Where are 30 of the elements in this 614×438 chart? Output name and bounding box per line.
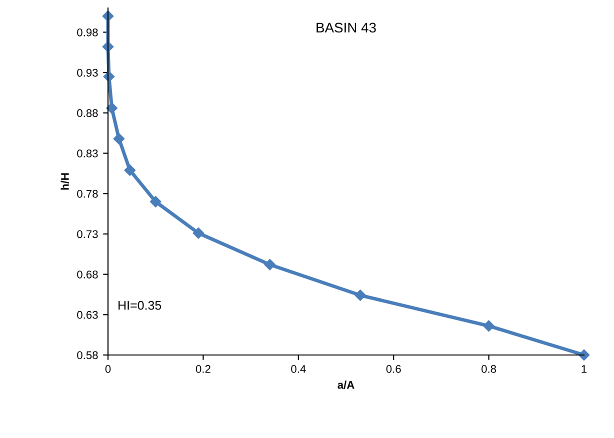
y-tick-label: 0.63 xyxy=(77,310,98,319)
x-tick-label: 0.4 xyxy=(291,365,306,373)
y-tick-label: 0.78 xyxy=(77,190,98,198)
y-tick-label: 0.98 xyxy=(77,28,98,36)
point xyxy=(113,133,125,144)
x-tick-label: 0 xyxy=(105,365,111,373)
point xyxy=(106,102,118,114)
x-tick-label: 0.2 xyxy=(196,365,210,373)
point xyxy=(264,259,276,270)
x-axis-title: a/A xyxy=(338,380,354,389)
x-tick-label: 0.6 xyxy=(386,365,401,373)
point xyxy=(354,290,366,301)
y-axis-title: h/H xyxy=(60,173,70,190)
point xyxy=(578,349,590,361)
x-tick-label: 1 xyxy=(582,365,587,373)
point xyxy=(192,228,204,239)
annotation: HI=0.35 xyxy=(118,300,162,310)
y-tick-label: 0.93 xyxy=(77,68,98,77)
point xyxy=(150,196,162,208)
y-tick-label: 0.73 xyxy=(77,230,98,238)
point xyxy=(103,70,115,82)
y-tick-label: 0.88 xyxy=(77,109,98,118)
y-tick-label: 0.68 xyxy=(77,270,98,278)
y-tick-label: 0.58 xyxy=(77,351,98,360)
text: BASIN 43 xyxy=(316,22,376,33)
x-tick-label: 0.8 xyxy=(482,365,496,373)
point xyxy=(102,41,114,52)
point xyxy=(483,320,494,332)
y-tick-label: 0.83 xyxy=(77,150,98,158)
point xyxy=(124,164,136,176)
